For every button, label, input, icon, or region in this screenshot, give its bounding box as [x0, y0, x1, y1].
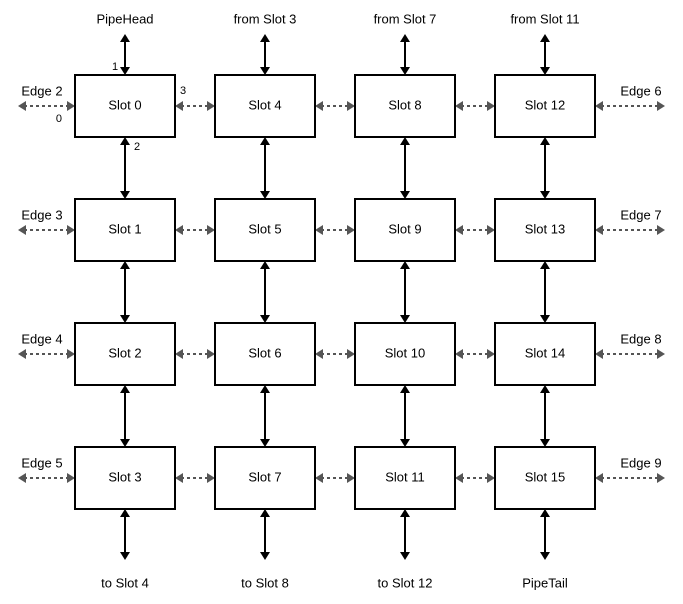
slot-13: Slot 13 [495, 199, 595, 261]
slot-label: Slot 4 [248, 97, 281, 112]
port-label: 2 [134, 141, 140, 153]
slot-label: Slot 3 [108, 469, 141, 484]
bottom-label: to Slot 4 [101, 575, 149, 590]
left-edge-label: Edge 3 [21, 207, 62, 222]
slot-label: Slot 13 [525, 221, 565, 236]
right-edge-label: Edge 8 [620, 331, 661, 346]
port-label: 3 [180, 85, 186, 97]
top-label: from Slot 3 [234, 11, 297, 26]
slot-label: Slot 11 [385, 469, 425, 484]
slot-label: Slot 6 [248, 345, 281, 360]
slot-label: Slot 8 [388, 97, 421, 112]
bottom-label: to Slot 8 [241, 575, 289, 590]
slot-15: Slot 15 [495, 447, 595, 509]
slot-label: Slot 2 [108, 345, 141, 360]
slot-label: Slot 0 [108, 97, 141, 112]
bottom-label: PipeTail [522, 575, 568, 590]
slot-label: Slot 7 [248, 469, 281, 484]
slot-0: Slot 0 [75, 75, 175, 137]
top-label: from Slot 11 [510, 11, 579, 26]
slot-label: Slot 10 [385, 345, 425, 360]
slot-grid-diagram: Slot 0 Slot 1 Slot 2 Slot 3 Slot 4 Slot 5 Slot… [0, 0, 683, 604]
top-label: from Slot 7 [374, 11, 437, 26]
slot-1: Slot 1 [75, 199, 175, 261]
slot-12: Slot 12 [495, 75, 595, 137]
slot-label: Slot 14 [525, 345, 565, 360]
slot-9: Slot 9 [355, 199, 455, 261]
slot-5: Slot 5 [215, 199, 315, 261]
slot-3: Slot 3 [75, 447, 175, 509]
right-edge-label: Edge 9 [620, 455, 661, 470]
slot-8: Slot 8 [355, 75, 455, 137]
top-label: PipeHead [96, 11, 153, 26]
slot-14: Slot 14 [495, 323, 595, 385]
slot-label: Slot 5 [248, 221, 281, 236]
slot-11: Slot 11 [355, 447, 455, 509]
slot-4: Slot 4 [215, 75, 315, 137]
slot-6: Slot 6 [215, 323, 315, 385]
slot-label: Slot 1 [108, 221, 141, 236]
bottom-label: to Slot 12 [378, 575, 433, 590]
slot-label: Slot 15 [525, 469, 565, 484]
left-edge-label: Edge 5 [21, 455, 62, 470]
port-label: 1 [112, 61, 118, 73]
port-label: 0 [56, 113, 62, 125]
right-edge-label: Edge 7 [620, 207, 661, 222]
right-edge-label: Edge 6 [620, 83, 661, 98]
slot-10: Slot 10 [355, 323, 455, 385]
slot-label: Slot 9 [388, 221, 421, 236]
slot-7: Slot 7 [215, 447, 315, 509]
left-edge-label: Edge 4 [21, 331, 62, 346]
left-edge-label: Edge 2 [21, 83, 62, 98]
slot-label: Slot 12 [525, 97, 565, 112]
slot-2: Slot 2 [75, 323, 175, 385]
